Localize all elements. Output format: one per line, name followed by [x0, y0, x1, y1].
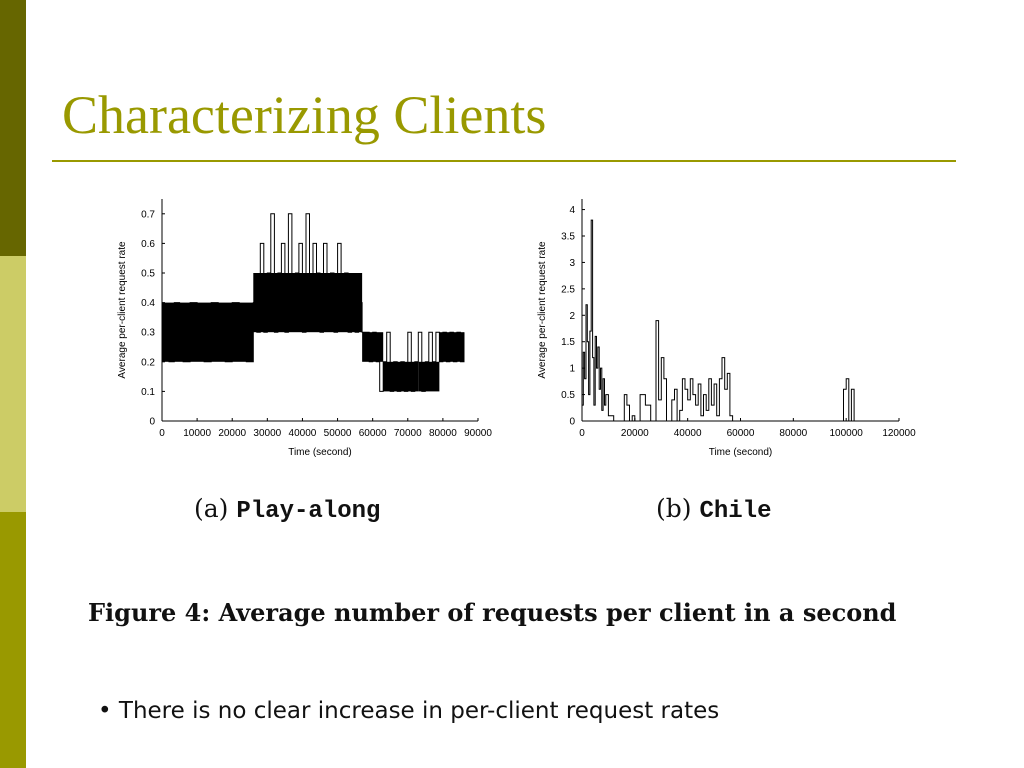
chart-a-x-tick-label: 30000	[253, 428, 281, 439]
chart-b-y-tick-label: 1	[569, 364, 575, 375]
chart-b-y-tick-label: 1.5	[561, 337, 575, 348]
chart-play-along: 0 10000 20000 30000 40000 50000 60000 70000 8000…	[112, 195, 502, 460]
chart-b-y-axis-label: Average per-client request rate	[537, 241, 548, 379]
subcaption-b-prefix: (b)	[656, 494, 692, 523]
chart-a-y-tick-label: 0.5	[141, 269, 155, 280]
chart-a-x-axis-label: Time (second)	[288, 447, 352, 458]
accent-bar-middle	[0, 256, 26, 512]
chart-b-x-tick-label: 120000	[882, 428, 916, 439]
chart-b-series-line	[582, 219, 899, 422]
chart-a-level-band	[253, 273, 363, 333]
chart-b-y-tick-label: 4	[569, 205, 575, 216]
chart-a-level-band	[439, 332, 464, 362]
subcaption-a-name: Play-along	[236, 498, 381, 525]
subcaption-a: (a) Play-along	[194, 494, 380, 525]
chart-a-x-tick-label: 80000	[429, 428, 457, 439]
chart-a-x-tick-label: 50000	[324, 428, 352, 439]
chart-b-x-tick-label: 60000	[727, 428, 755, 439]
chart-b-y-tick-label: 3	[569, 258, 575, 269]
chart-a-x-tick-label: 10000	[183, 428, 211, 439]
chart-a-y-tick-label: 0.3	[141, 328, 155, 339]
accent-bar-bottom	[0, 512, 26, 768]
bullet-item: • There is no clear increase in per-clie…	[98, 698, 719, 724]
accent-bar-top	[0, 0, 26, 256]
subcaption-b: (b) Chile	[656, 494, 771, 525]
title-divider	[52, 160, 956, 162]
subcaption-b-name: Chile	[699, 498, 772, 525]
chart-a-y-tick-label: 0	[149, 417, 155, 428]
chart-b-y-tick-label: 2	[569, 311, 575, 322]
chart-b-y-tick-label: 3.5	[561, 232, 575, 243]
chart-b-x-tick-label: 100000	[829, 428, 863, 439]
chart-b-x-tick-label: 40000	[674, 428, 702, 439]
chart-chile: 0 20000 40000 60000 80000 100000 120000 0 0.5 1 1.…	[532, 195, 924, 460]
chart-a-y-tick-label: 0.2	[141, 357, 155, 368]
chart-a-y-tick-label: 0.1	[141, 387, 155, 398]
chart-a-y-tick-label: 0.7	[141, 209, 155, 220]
bullet-text: There is no clear increase in per-client…	[118, 698, 720, 724]
figure-caption: Figure 4: Average number of requests per…	[88, 598, 897, 627]
chart-b-y-tick-label: 2.5	[561, 284, 575, 295]
chart-b-x-tick-label: 20000	[621, 428, 649, 439]
chart-a-series-line	[162, 213, 465, 392]
chart-a-y-axis-label: Average per-client request rate	[117, 241, 128, 379]
subcaption-a-prefix: (a)	[194, 494, 229, 523]
chart-a-level-band	[162, 302, 254, 362]
chart-a-x-tick-label: 40000	[289, 428, 317, 439]
chart-b-y-tick-label: 0.5	[561, 390, 575, 401]
slide-title: Characterizing Clients	[62, 85, 547, 145]
chart-a-x-tick-label: 90000	[464, 428, 492, 439]
chart-b-x-axis-label: Time (second)	[709, 447, 773, 458]
chart-a-x-tick-label: 20000	[218, 428, 246, 439]
chart-a-y-tick-label: 0.4	[141, 298, 155, 309]
chart-b-x-tick-label: 0	[579, 428, 585, 439]
chart-a-x-tick-label: 0	[159, 428, 165, 439]
bullet-dot-icon: •	[98, 698, 112, 724]
chart-a-level-band	[418, 361, 440, 392]
chart-a-y-tick-label: 0.6	[141, 239, 155, 250]
chart-a-x-tick-label: 60000	[359, 428, 387, 439]
chart-b-y-tick-label: 0	[569, 417, 575, 428]
chart-b-x-tick-label: 80000	[779, 428, 807, 439]
chart-a-x-tick-label: 70000	[394, 428, 422, 439]
